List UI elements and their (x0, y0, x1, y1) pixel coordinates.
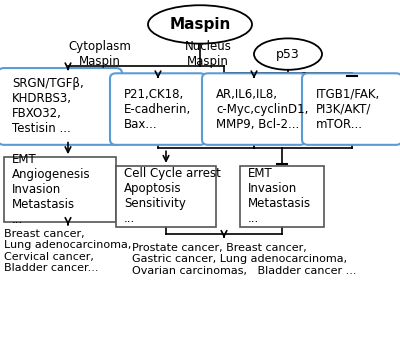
Text: Cell Cycle arrest
Apoptosis
Sensitivity
...: Cell Cycle arrest Apoptosis Sensitivity … (124, 167, 221, 225)
Text: Breast cancer,
Lung adenocarcinoma,
Cervical cancer,
Bladder cancer...: Breast cancer, Lung adenocarcinoma, Cerv… (4, 229, 131, 273)
Text: EMT
Angiogenesis
Invasion
Metastasis
...: EMT Angiogenesis Invasion Metastasis ... (12, 153, 91, 226)
Text: EMT
Invasion
Metastasis
...: EMT Invasion Metastasis ... (248, 167, 311, 225)
Text: Nucleus
Maspin: Nucleus Maspin (184, 40, 232, 68)
FancyBboxPatch shape (0, 68, 122, 145)
Text: Prostate cancer, Breast cancer,
Gastric cancer, Lung adenocarcinoma,
Ovarian car: Prostate cancer, Breast cancer, Gastric … (132, 243, 356, 276)
FancyBboxPatch shape (4, 157, 116, 222)
Text: AR,IL6,IL8,
c-Myc,cyclinD1,
MMP9, Bcl-2...: AR,IL6,IL8, c-Myc,cyclinD1, MMP9, Bcl-2.… (216, 88, 308, 131)
Text: Cytoplasm
Maspin: Cytoplasm Maspin (68, 40, 131, 68)
FancyBboxPatch shape (202, 73, 306, 145)
FancyBboxPatch shape (110, 73, 206, 145)
FancyBboxPatch shape (116, 166, 216, 227)
Text: SRGN/TGFβ,
KHDRBS3,
FBXO32,
Testisin ...: SRGN/TGFβ, KHDRBS3, FBXO32, Testisin ... (12, 77, 84, 135)
Text: Maspin: Maspin (169, 17, 231, 32)
Text: ITGB1/FAK,
PI3K/AKT/
mTOR...: ITGB1/FAK, PI3K/AKT/ mTOR... (316, 88, 380, 131)
FancyBboxPatch shape (302, 73, 400, 145)
FancyBboxPatch shape (240, 166, 324, 227)
Text: p53: p53 (276, 47, 300, 61)
Text: P21,CK18,
E-cadherin,
Bax...: P21,CK18, E-cadherin, Bax... (124, 88, 191, 131)
